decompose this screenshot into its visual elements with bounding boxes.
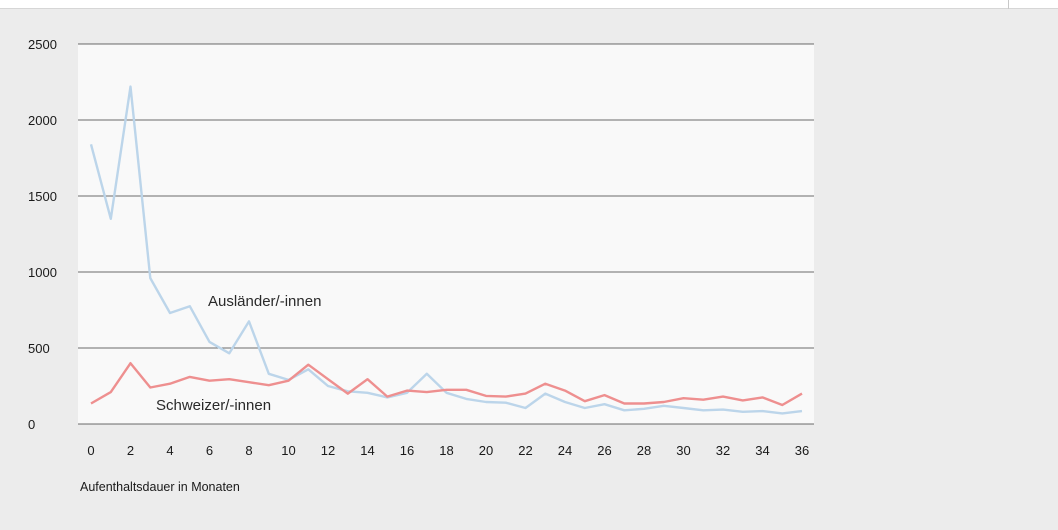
x-tick-label: 18 xyxy=(439,443,453,458)
x-tick-label: 6 xyxy=(206,443,213,458)
top-strip xyxy=(0,0,1058,9)
x-tick-label: 12 xyxy=(321,443,335,458)
y-tick-label: 0 xyxy=(28,417,35,432)
x-tick-label: 28 xyxy=(637,443,651,458)
x-tick-label: 10 xyxy=(281,443,295,458)
y-tick-label: 2500 xyxy=(28,37,57,52)
y-tick-label: 2000 xyxy=(28,113,57,128)
x-tick-label: 14 xyxy=(360,443,374,458)
series-lines xyxy=(89,85,803,415)
y-axis-ticks: 0 500 1000 1500 2000 2500 xyxy=(28,37,57,432)
x-tick-label: 26 xyxy=(597,443,611,458)
series-line-auslaender xyxy=(89,85,803,415)
corner-divider xyxy=(1008,0,1009,9)
x-tick-label: 16 xyxy=(400,443,414,458)
series-line-schweizer xyxy=(90,362,803,407)
x-tick-label: 24 xyxy=(558,443,572,458)
series-label-auslaender: Ausländer/-innen xyxy=(208,293,321,310)
plot-area xyxy=(78,44,814,424)
x-tick-label: 36 xyxy=(795,443,809,458)
y-tick-label: 1000 xyxy=(28,265,57,280)
x-tick-label: 22 xyxy=(518,443,532,458)
x-axis-ticks: 0 2 4 6 8 10 12 14 16 18 20 22 24 26 28 30 32 34 36 xyxy=(87,443,809,458)
y-tick-label: 500 xyxy=(28,341,50,356)
x-axis-title: Aufenthaltsdauer in Monaten xyxy=(80,480,240,494)
y-tick-label: 1500 xyxy=(28,189,57,204)
x-tick-label: 32 xyxy=(716,443,730,458)
x-tick-label: 4 xyxy=(166,443,173,458)
gridlines xyxy=(78,43,814,425)
x-tick-label: 30 xyxy=(676,443,690,458)
x-tick-label: 0 xyxy=(87,443,94,458)
x-tick-label: 8 xyxy=(245,443,252,458)
x-tick-label: 34 xyxy=(755,443,769,458)
x-tick-label: 20 xyxy=(479,443,493,458)
series-label-schweizer: Schweizer/-innen xyxy=(156,397,271,414)
x-tick-label: 2 xyxy=(127,443,134,458)
